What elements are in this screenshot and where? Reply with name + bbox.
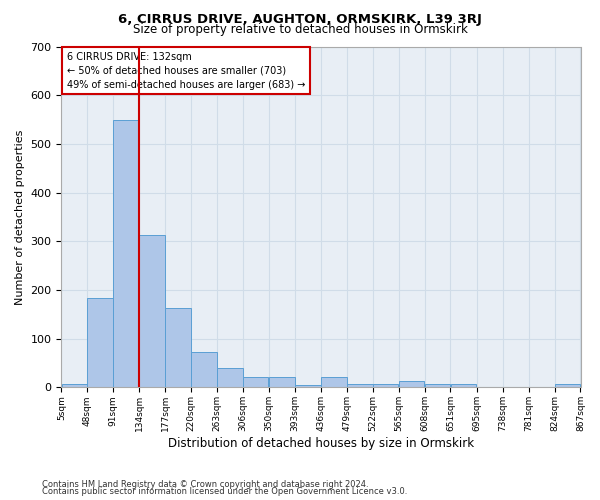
- Bar: [139, 235, 165, 388]
- Text: 6, CIRRUS DRIVE, AUGHTON, ORMSKIRK, L39 3RJ: 6, CIRRUS DRIVE, AUGHTON, ORMSKIRK, L39 …: [118, 12, 482, 26]
- Bar: [451, 384, 476, 388]
- Bar: [243, 376, 268, 388]
- Bar: [62, 384, 87, 388]
- Text: Size of property relative to detached houses in Ormskirk: Size of property relative to detached ho…: [133, 22, 467, 36]
- Bar: [165, 308, 191, 388]
- Bar: [425, 384, 450, 388]
- Bar: [113, 120, 139, 388]
- Bar: [269, 376, 295, 388]
- Bar: [295, 384, 321, 388]
- Bar: [88, 298, 113, 388]
- Text: Contains HM Land Registry data © Crown copyright and database right 2024.: Contains HM Land Registry data © Crown c…: [42, 480, 368, 489]
- Bar: [217, 368, 242, 388]
- Text: 6 CIRRUS DRIVE: 132sqm
← 50% of detached houses are smaller (703)
49% of semi-de: 6 CIRRUS DRIVE: 132sqm ← 50% of detached…: [67, 52, 305, 90]
- Bar: [191, 352, 217, 388]
- Bar: [347, 384, 373, 388]
- Bar: [321, 376, 347, 388]
- X-axis label: Distribution of detached houses by size in Ormskirk: Distribution of detached houses by size …: [168, 437, 474, 450]
- Text: Contains public sector information licensed under the Open Government Licence v3: Contains public sector information licen…: [42, 487, 407, 496]
- Bar: [373, 384, 398, 388]
- Bar: [399, 380, 424, 388]
- Y-axis label: Number of detached properties: Number of detached properties: [15, 130, 25, 304]
- Bar: [555, 384, 580, 388]
